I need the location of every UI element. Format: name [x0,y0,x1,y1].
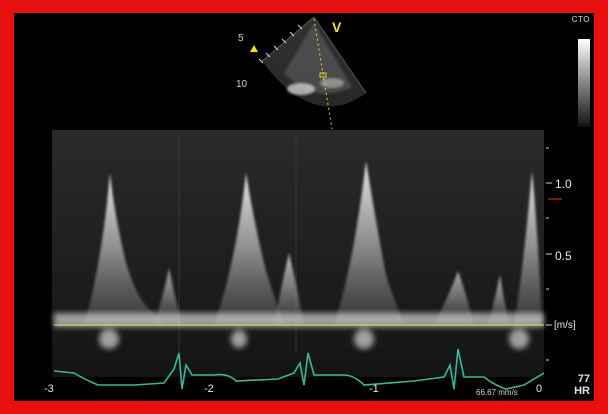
grayscale-bar [578,39,590,127]
time-tick-minus-1: -1 [369,383,379,395]
heart-rate-block: 77 HR [574,373,590,397]
heart-rate-value: 77 [577,373,590,385]
triangle-marker-icon [250,45,258,52]
time-tick-0: 0 [536,383,543,395]
depth-label-5: 5 [238,33,244,44]
ecg-trace [53,348,545,390]
velocity-tick-1-0: 1.0 [555,177,572,191]
time-tick-minus-3: -3 [44,383,54,395]
doppler-canvas [52,16,562,390]
doppler-waveform [84,161,542,325]
velocity-tick-0-5: 0.5 [555,249,572,263]
time-tick-minus-2: -2 [204,383,214,395]
ultrasound-display: V 5 10 CTO 1.0 0.5 [m/s] -3 -2 -1 0 66.6… [14,13,594,401]
spectral-doppler-region [52,130,562,390]
velocity-unit: [m/s] [554,320,576,331]
echo-sector [258,16,367,130]
heart-rate-label: HR [574,385,590,397]
sweep-speed: 66.67 mm/s [476,388,518,397]
depth-label-10: 10 [236,79,248,90]
view-marker-label: V [332,19,342,35]
cto-label: CTO [571,15,590,24]
